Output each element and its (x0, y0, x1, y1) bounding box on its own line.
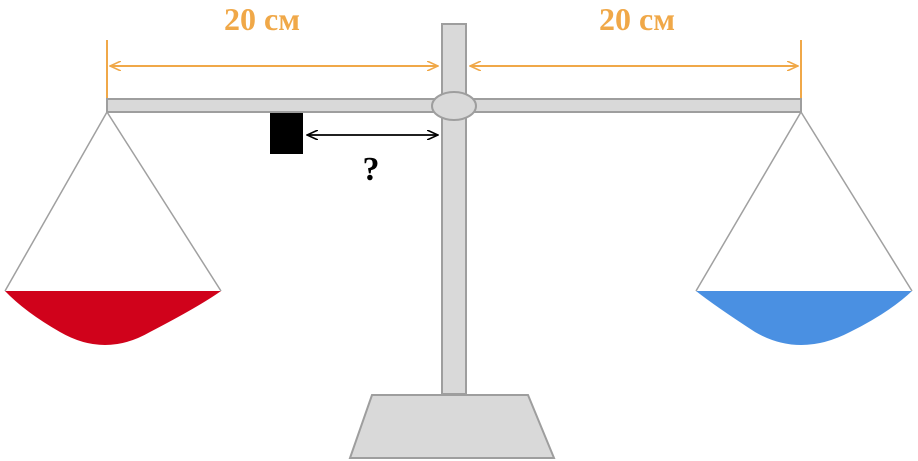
scale-base (348, 394, 556, 459)
right-distance-label: 20 см (599, 1, 675, 37)
right-dimension: 20 см (470, 1, 802, 98)
right-pan (695, 111, 913, 345)
sliding-weight (270, 113, 303, 154)
left-dimension: 20 см (106, 1, 438, 98)
scale-pivot (431, 91, 477, 121)
left-pan (4, 111, 222, 345)
left-distance-label: 20 см (224, 1, 300, 37)
scale-pillar (441, 23, 467, 395)
unknown-distance-label: ? (363, 151, 380, 188)
